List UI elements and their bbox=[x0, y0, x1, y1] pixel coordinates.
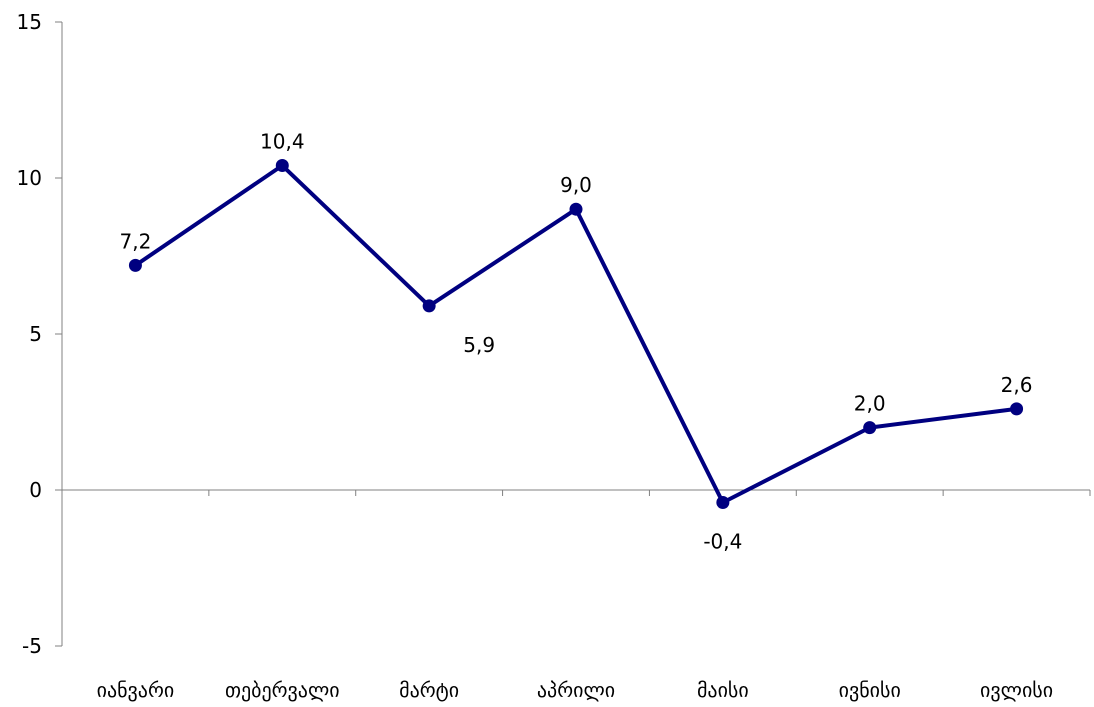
y-tick-label: -5 bbox=[22, 634, 42, 658]
series-layer bbox=[128, 159, 1024, 509]
data-point bbox=[1010, 402, 1024, 416]
series-line bbox=[134, 163, 1017, 505]
y-tick-label: 10 bbox=[17, 166, 42, 190]
data-label: 2,6 bbox=[1001, 373, 1033, 397]
data-label: 10,4 bbox=[260, 130, 305, 154]
data-point bbox=[716, 495, 730, 509]
y-tick-label: 5 bbox=[29, 322, 42, 346]
axes-layer: -5 0 5 10 15 იანვარი თებერვალი მარტი აპრილი მაისი… bbox=[17, 10, 1091, 702]
data-point bbox=[863, 421, 877, 435]
data-label: 5,9 bbox=[463, 333, 495, 357]
data-label: 2,0 bbox=[854, 392, 886, 416]
x-tick-label: მარტი bbox=[399, 678, 459, 702]
x-tick-label: აპრილი bbox=[537, 678, 615, 702]
y-tick-label: 0 bbox=[29, 478, 42, 502]
y-tick-label: 15 bbox=[17, 10, 42, 34]
x-tick-label: მაისი bbox=[697, 678, 749, 702]
data-label: -0,4 bbox=[703, 529, 742, 553]
data-point bbox=[422, 299, 436, 313]
data-point bbox=[275, 159, 289, 173]
x-tick-label: თებერვალი bbox=[225, 678, 340, 702]
data-label: 9,0 bbox=[560, 173, 592, 197]
labels-layer: 7,2 10,4 5,9 9,0 -0,4 2,0 2,6 bbox=[120, 130, 1033, 554]
x-tick-label: ივლისი bbox=[980, 678, 1053, 702]
data-point bbox=[569, 202, 583, 216]
x-tick-label: ივნისი bbox=[839, 678, 901, 702]
data-point bbox=[128, 258, 142, 272]
x-tick-label: იანვარი bbox=[97, 678, 175, 702]
data-label: 7,2 bbox=[120, 229, 152, 253]
